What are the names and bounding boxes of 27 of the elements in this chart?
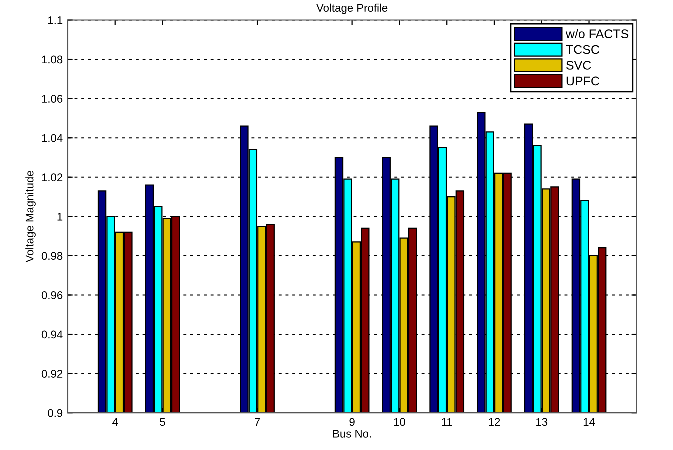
- x-tick-label: 5: [160, 418, 166, 426]
- x-tick-label: 4: [112, 418, 118, 426]
- y-tick-label: 1.1: [48, 16, 63, 24]
- x-tick-label: 10: [394, 418, 406, 426]
- y-tick-label: 1.08: [42, 56, 63, 64]
- y-axis-title: Voltage Magnitude: [26, 171, 36, 263]
- legend-label: UPFC: [566, 76, 600, 86]
- x-tick-label: 11: [442, 418, 452, 426]
- y-tick-label: 0.94: [42, 330, 63, 339]
- y-tick-label: 0.9: [48, 409, 63, 418]
- y-tick-label: 1: [58, 213, 63, 221]
- legend-label: w/o FACTS: [566, 29, 629, 38]
- x-tick-label: 13: [536, 418, 548, 426]
- legend-label: TCSC: [566, 45, 600, 54]
- chart-title: Voltage Profile: [316, 4, 388, 14]
- x-tick-label: 12: [489, 418, 500, 426]
- y-tick-label: 0.92: [42, 370, 63, 378]
- legend-label: SVC: [566, 61, 592, 70]
- y-tick-label: 1.06: [42, 95, 63, 103]
- x-tick-label: 7: [255, 418, 260, 426]
- y-tick-label: 1.04: [42, 134, 63, 142]
- y-tick-label: 0.98: [42, 252, 63, 260]
- x-tick-label: 14: [584, 418, 596, 426]
- x-tick-label: 9: [350, 418, 355, 426]
- y-tick-label: 1.02: [42, 174, 63, 182]
- x-axis-title: Bus No.: [333, 430, 372, 438]
- y-tick-label: 0.96: [42, 292, 63, 300]
